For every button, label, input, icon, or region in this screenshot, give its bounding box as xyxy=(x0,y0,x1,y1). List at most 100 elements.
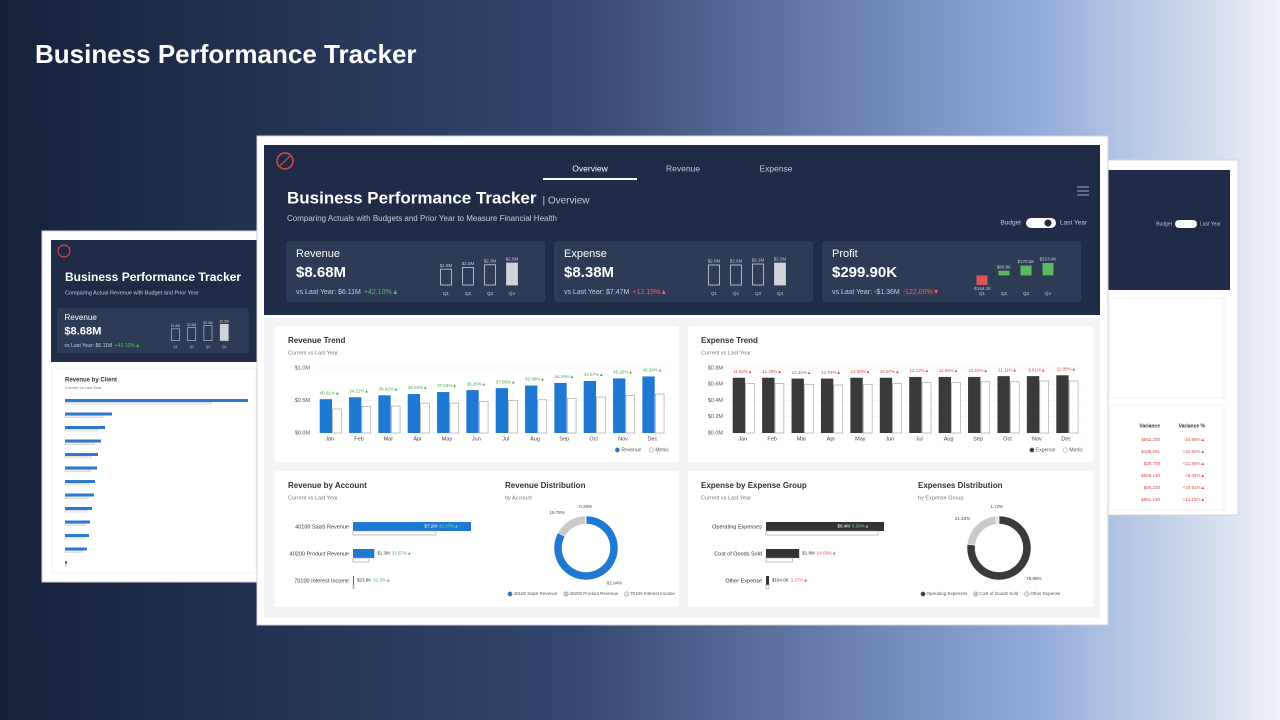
legend-label: Metric xyxy=(655,447,669,453)
kpi-quarter-bar xyxy=(708,264,720,286)
kpi-quarter-label: $2.2M xyxy=(774,257,787,262)
toggle-right: Last Year xyxy=(1200,221,1221,227)
client-bar-last-year xyxy=(64,483,90,486)
bar xyxy=(554,382,567,433)
change-label: 12.93%▲ xyxy=(821,370,841,375)
x-tick-label: May xyxy=(442,436,453,442)
change-label: 5.34%▲ xyxy=(852,524,869,529)
kpi-quarter-name: Q1 xyxy=(443,291,450,296)
kpi-value: $299.90K xyxy=(832,264,897,281)
bar xyxy=(968,376,981,433)
bar-last-year xyxy=(352,530,437,536)
change-label: 11.00%▲ xyxy=(1057,367,1076,372)
legend-label: Expense xyxy=(1036,447,1056,453)
bar xyxy=(466,390,479,433)
change-label: 12.45%▲ xyxy=(792,370,812,375)
x-tick-label: Jun xyxy=(472,436,481,442)
change-label: 42.98%▲ xyxy=(525,377,545,382)
y-tick-label: $0.6M xyxy=(708,382,724,388)
x-tick-label: Jul xyxy=(916,436,923,442)
bar-last-year xyxy=(1068,380,1079,434)
kpi-value: $8.38M xyxy=(564,264,614,281)
client-bar xyxy=(65,547,87,551)
x-tick-label: May xyxy=(855,436,866,442)
tab[interactable]: Overview xyxy=(572,163,608,173)
donut-slice xyxy=(553,515,619,581)
table-header: Variance xyxy=(1139,423,1160,429)
legend-swatch xyxy=(1024,591,1030,597)
change-label: 1.27%▲ xyxy=(791,578,808,583)
legend-label: Cost of Goods Sold xyxy=(979,591,1019,596)
kpi-quarter-label: $80.8K xyxy=(997,264,1011,269)
bar-last-year xyxy=(892,383,902,434)
bar-last-year xyxy=(566,397,577,434)
kpi-quarter-label: $2.5M xyxy=(506,257,519,262)
chart-subtitle: Current vs Last Year xyxy=(65,385,102,390)
x-tick-label: Sep xyxy=(973,436,983,442)
main-section: | Overview xyxy=(542,196,590,207)
value-label: $164.0K xyxy=(772,578,789,583)
toggle-left: Budget xyxy=(1156,221,1172,227)
table-cell: $188,091 xyxy=(1141,449,1160,454)
legend-label: 70100 Interest Income xyxy=(630,591,675,596)
client-bar xyxy=(65,439,101,443)
bar-last-year xyxy=(951,382,961,434)
chart-subtitle: by Expense Group xyxy=(918,495,964,501)
donut-slice xyxy=(585,515,587,525)
change-label: 11.26%▲ xyxy=(762,369,781,374)
change-label: 14.00%▲ xyxy=(851,369,871,374)
table-cell: $86,220 xyxy=(1144,485,1161,490)
kpi-quarter-name: Q3 xyxy=(1023,291,1030,296)
client-bar xyxy=(65,520,90,524)
value-label: $7.2M xyxy=(424,524,437,529)
slice-label: 0.28% xyxy=(579,504,592,509)
legend-label: Revenue xyxy=(621,447,641,453)
kpi-quarter-label: $2.0M xyxy=(462,261,475,266)
change-label: 10.22%▲ xyxy=(968,368,988,373)
y-tick-label: $0.0M xyxy=(708,430,724,436)
kpi-change: -122.00%▼ xyxy=(903,289,940,296)
kpi-quarter-name: Q3 xyxy=(206,345,211,349)
value-label: $23.9K xyxy=(357,578,371,583)
chart-subtitle: Current vs Last Year xyxy=(288,350,338,356)
client-bar-last-year xyxy=(64,496,89,499)
x-tick-label: Feb xyxy=(354,436,363,442)
logo xyxy=(276,152,294,170)
y-tick-label: $1.0M xyxy=(295,365,311,371)
tab[interactable]: Expense xyxy=(759,163,792,173)
bar xyxy=(766,522,884,531)
kpi-quarter-name: Q1 xyxy=(173,345,178,349)
toggle-switch xyxy=(1175,220,1197,228)
change-label: 45.25%▲ xyxy=(613,370,633,375)
table-cell: $556,190 xyxy=(1141,473,1160,478)
client-bar xyxy=(65,453,98,456)
bar xyxy=(938,376,951,433)
client-bar xyxy=(65,507,92,510)
slice-label: 82.94% xyxy=(607,580,622,585)
chart-title: Revenue Trend xyxy=(288,336,345,345)
legend-swatch xyxy=(507,591,513,597)
change-label: 24.09%▲ xyxy=(817,551,837,556)
kpi-quarter-name: Q1 xyxy=(979,291,986,296)
category-label: 40100 SaaS Revenue xyxy=(295,524,349,530)
kpi-name: Expense xyxy=(564,248,607,260)
bar xyxy=(1026,376,1040,433)
legend-swatch xyxy=(563,591,569,597)
table-cell: +22.92%▲ xyxy=(1183,449,1205,454)
kpi-quarter-name: Q2 xyxy=(1001,291,1008,296)
x-tick-label: Nov xyxy=(1032,436,1042,442)
slice-label: 1.72% xyxy=(990,504,1003,509)
kpi-comparison: vs Last Year: $6.11M xyxy=(296,289,361,296)
category-label: 70100 Interest Income xyxy=(294,578,349,584)
bar-last-year xyxy=(980,381,991,434)
bar xyxy=(525,385,538,433)
tab[interactable]: Revenue xyxy=(666,163,700,173)
client-bar xyxy=(65,534,89,537)
legend-label: 40200 Product Revenue xyxy=(570,591,619,596)
kpi-change: +42.10%▲ xyxy=(364,289,399,296)
bar xyxy=(909,376,922,433)
x-tick-label: Apr xyxy=(413,436,422,442)
chart-title: Revenue by Account xyxy=(288,481,367,490)
legend-label: Operating Expenses xyxy=(927,591,969,596)
